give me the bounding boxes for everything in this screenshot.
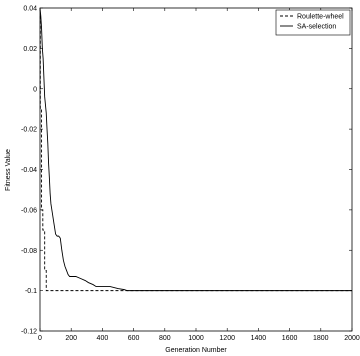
x-tick-label: 1200 <box>219 335 235 342</box>
y-tick-label: -0.08 <box>21 248 37 255</box>
series-line-roulette-wheel <box>39 15 352 292</box>
x-tick-label: 1600 <box>282 335 298 342</box>
y-tick-label: -0.06 <box>21 207 37 214</box>
y-tick-label: 0 <box>33 86 37 93</box>
legend-label: SA-selection <box>297 24 336 31</box>
series-line-sa-selection <box>39 7 352 292</box>
x-tick-label: 600 <box>128 335 140 342</box>
x-tick-label: 2000 <box>344 335 360 342</box>
x-tick-label: 400 <box>97 335 109 342</box>
y-axis-ticks: 0.04 0.02 0 -0.02 -0.04 -0.06 -0.08 -0.1 -0.12 <box>21 6 352 336</box>
x-tick-label: 1800 <box>313 335 329 342</box>
x-axis-label: Generation Number <box>165 347 227 354</box>
x-tick-label: 200 <box>65 335 77 342</box>
y-tick-label: -0.1 <box>25 288 37 295</box>
y-tick-label: -0.12 <box>21 329 37 336</box>
x-tick-label: 0 <box>38 335 42 342</box>
y-tick-label: -0.04 <box>21 167 37 174</box>
x-tick-label: 1400 <box>251 335 267 342</box>
x-axis-ticks: 0 200 400 600 800 1000 1200 1400 1600 1800 2000 <box>38 8 360 342</box>
legend-box <box>275 9 351 36</box>
y-tick-label: 0.04 <box>23 6 37 13</box>
legend: Roulette-wheel SA-selection <box>275 9 351 36</box>
series-layer <box>39 7 352 292</box>
legend-label: Roulette-wheel <box>297 14 344 21</box>
plot-area <box>39 7 353 332</box>
x-tick-label: 800 <box>159 335 171 342</box>
y-tick-label: 0.02 <box>23 46 37 53</box>
y-axis-label: Fitness Value <box>5 149 12 191</box>
x-tick-label: 1000 <box>188 335 204 342</box>
y-tick-label: -0.02 <box>21 127 37 134</box>
